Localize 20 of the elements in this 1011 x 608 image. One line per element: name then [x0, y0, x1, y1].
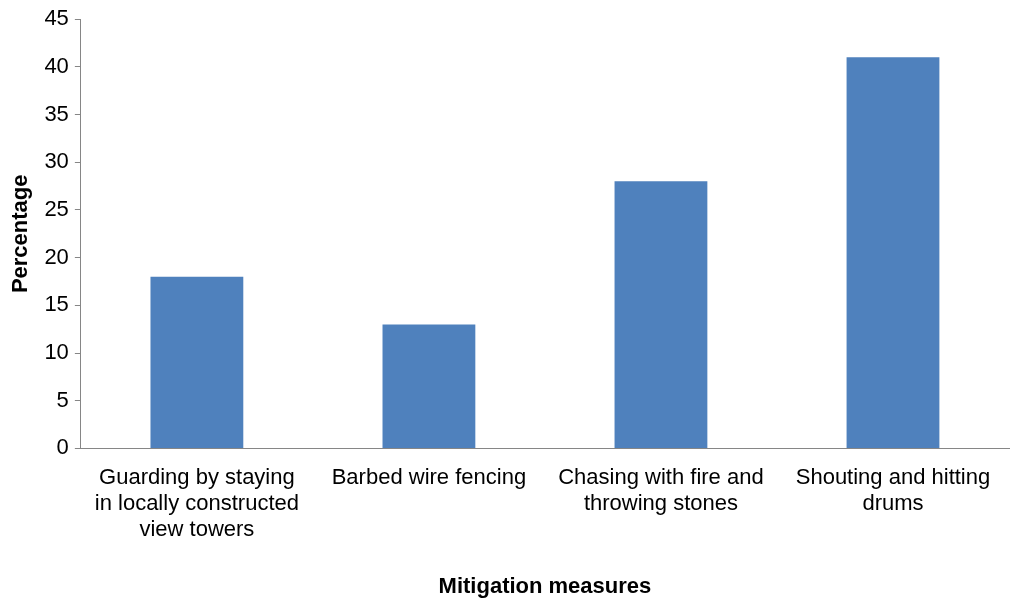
bar — [846, 57, 940, 448]
y-tick-label: 15 — [44, 291, 69, 317]
y-tick-label: 40 — [44, 52, 69, 78]
x-axis-title: Mitigation measures — [438, 572, 652, 598]
x-tick-label: Barbed wire fencing — [331, 463, 527, 489]
x-tick-label: Shouting and hitting drums — [795, 463, 991, 516]
bar — [614, 181, 708, 448]
bar — [382, 324, 476, 448]
y-axis-title: Percentage — [7, 174, 33, 294]
y-tick-label: 35 — [44, 100, 69, 126]
y-tick-label: 5 — [56, 386, 69, 412]
y-tick-label: 45 — [44, 5, 69, 31]
y-tick-label: 25 — [44, 196, 69, 222]
y-tick-label: 10 — [44, 339, 69, 365]
x-tick-label: Chasing with fire and throwing stones — [558, 463, 764, 516]
y-tick-label: 20 — [44, 243, 69, 269]
y-tick-label: 0 — [56, 434, 69, 460]
y-tick-label: 30 — [44, 148, 69, 174]
bar — [150, 276, 244, 448]
x-tick-label: Guarding by staying in locally constructed view towers — [94, 463, 299, 542]
